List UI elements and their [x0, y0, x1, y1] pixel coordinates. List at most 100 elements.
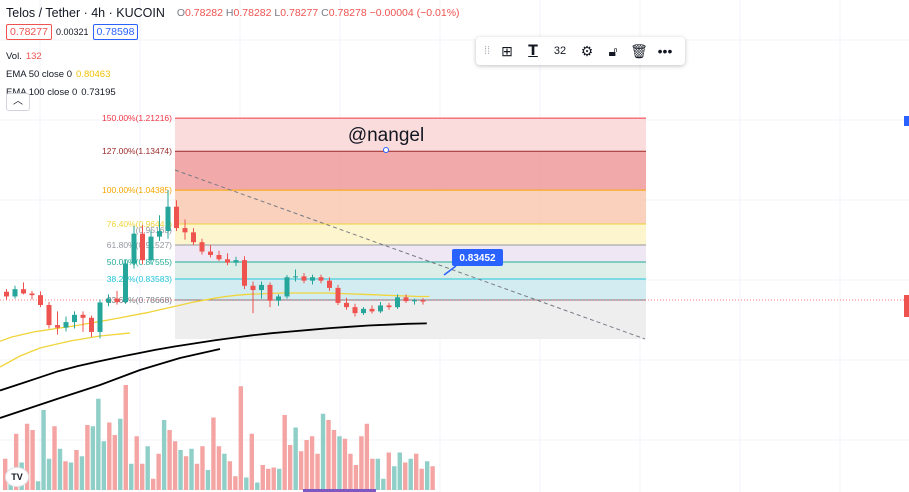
- trash-icon[interactable]: 🗑︎: [630, 42, 648, 59]
- candle-body: [55, 325, 60, 328]
- ema50-line: [0, 292, 430, 342]
- volume-legend[interactable]: Vol. 132: [6, 48, 460, 66]
- open-value: 0.78282: [185, 7, 223, 19]
- volume-bar: [315, 453, 320, 490]
- candle-body: [293, 276, 298, 278]
- volume-bar: [222, 453, 227, 490]
- volume-bar: [408, 458, 413, 490]
- candle-body: [4, 291, 9, 297]
- volume-bar: [227, 461, 233, 490]
- candle-body: [72, 314, 77, 323]
- ema50-legend[interactable]: EMA 50 close 0 0.80463: [6, 66, 460, 84]
- volume-bar: [90, 426, 96, 490]
- volume-bar: [386, 452, 391, 490]
- candle-body: [114, 298, 120, 303]
- ema100-line: [0, 348, 221, 419]
- fib-zone: [175, 118, 646, 152]
- volume-bar: [430, 466, 435, 490]
- volume-bar: [331, 430, 337, 490]
- callout-pointer: [443, 265, 457, 276]
- callout-box: [452, 249, 503, 266]
- candle-body: [123, 263, 128, 303]
- drag-handle-icon[interactable]: ⁞⁞: [483, 45, 491, 57]
- candle-body: [267, 284, 273, 301]
- text-color-icon[interactable]: T: [528, 43, 538, 59]
- candle-body: [174, 206, 179, 229]
- volume-bar: [414, 453, 419, 490]
- candle-body: [250, 285, 256, 291]
- low-key: L: [274, 7, 281, 19]
- symbol-title[interactable]: Telos / Tether · 4h · KUCOIN: [6, 6, 165, 20]
- candle-body: [63, 322, 69, 328]
- volume-bar: [205, 470, 211, 490]
- settings-icon[interactable]: ⚙: [580, 42, 594, 59]
- candle-body: [165, 206, 171, 232]
- candle-body: [12, 289, 18, 297]
- high-key: H: [225, 7, 234, 19]
- ema50-label: EMA 50 close 0: [6, 69, 73, 80]
- candles: [4, 190, 426, 339]
- candle-body: [386, 305, 392, 308]
- indicator-legend: Vol. 132 EMA 50 close 0 0.80463 EMA 100 cl…: [6, 48, 460, 102]
- more-icon[interactable]: •••: [657, 43, 673, 59]
- fib-level-label: 127.00%(1.13474): [102, 146, 172, 156]
- volume-bar: [118, 418, 123, 490]
- volume-bar: [30, 430, 35, 490]
- candle-body: [148, 236, 154, 261]
- volume-bar: [41, 410, 46, 490]
- buy-price-button[interactable]: 0.78598: [92, 24, 139, 40]
- change-value: −0.00004 (−0.01%): [369, 7, 460, 19]
- volume-bar: [57, 448, 63, 490]
- volume-bar: [348, 453, 353, 490]
- volume-bar: [304, 440, 309, 490]
- price-scale-marker-blue: [904, 116, 909, 126]
- template-icon[interactable]: ⊞: [501, 42, 513, 59]
- collapse-legend-button[interactable]: ︿: [6, 93, 30, 111]
- volume-bar: [287, 445, 293, 490]
- volume-bar: [216, 446, 222, 490]
- fib-level-label: 50.00%(0.87555): [107, 257, 172, 267]
- candle-body: [318, 277, 324, 281]
- candle-body: [259, 284, 264, 291]
- spread-value: 0.00321: [55, 27, 89, 37]
- fib-level-label: 38.20%(0.83583): [107, 274, 172, 284]
- candle-body: [225, 259, 230, 263]
- fib-level-label: (0.95163): [136, 225, 173, 235]
- volume-bar: [156, 453, 161, 490]
- volume-bars: [3, 385, 435, 490]
- candle-body: [276, 296, 281, 301]
- candle-body: [233, 260, 239, 263]
- candle-body: [412, 300, 417, 302]
- volume-bar: [46, 458, 52, 490]
- volume-bar: [123, 385, 128, 490]
- ema100-legend[interactable]: EMA 100 close 0 0.73195: [6, 84, 460, 102]
- lock-icon[interactable]: 🔓︎: [608, 42, 618, 59]
- fib-zone: [175, 151, 646, 191]
- volume-bar: [320, 413, 326, 490]
- volume-bar: [140, 463, 145, 490]
- volume-bar: [112, 435, 117, 490]
- font-size-select[interactable]: 32: [553, 45, 567, 57]
- candle-body: [403, 297, 409, 302]
- volume-label: Vol.: [6, 51, 22, 62]
- volume-bar: [161, 420, 167, 490]
- tradingview-logo: TV: [5, 467, 29, 487]
- candle-body: [46, 305, 52, 326]
- volume-bar: [337, 436, 342, 490]
- range-marker: [303, 489, 376, 492]
- volume-bar: [364, 423, 370, 490]
- ema50-line: [0, 332, 131, 368]
- volume-bar: [13, 433, 19, 490]
- volume-bar: [370, 458, 375, 490]
- annotation-text: @nangel: [348, 125, 424, 146]
- volume-bar: [189, 448, 194, 490]
- sell-price-button[interactable]: 0.78277: [6, 24, 52, 40]
- candle-body: [344, 302, 349, 308]
- volume-value: 132: [25, 51, 42, 62]
- ohlc-values: O0.78282 H0.78282 L0.78277 C0.78278 −0.0…: [177, 5, 460, 21]
- volume-bar: [266, 468, 271, 490]
- volume-bar: [211, 417, 216, 490]
- volume-bar: [309, 436, 315, 490]
- candle-body: [106, 298, 111, 303]
